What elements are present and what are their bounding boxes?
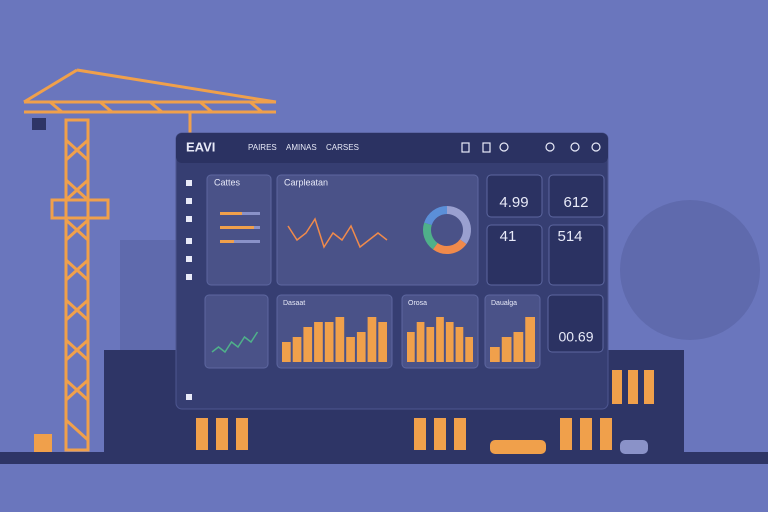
bar: [292, 337, 302, 362]
card-title: Cattes: [214, 177, 241, 187]
metric-value: 4.99: [499, 194, 528, 211]
donut-segment: [446, 206, 471, 245]
nav-item[interactable]: PAIRES: [248, 143, 277, 152]
bar: [324, 322, 334, 362]
crane: [23, 68, 277, 452]
bar: [501, 337, 512, 362]
metric-value: 00.69: [558, 329, 593, 345]
bar: [356, 332, 366, 362]
bar: [455, 327, 464, 362]
sidebar-icons[interactable]: [186, 180, 192, 400]
trend-line: [287, 217, 388, 249]
car: [490, 440, 546, 454]
bar: [525, 317, 535, 362]
bar: [335, 317, 345, 362]
metric-value: 612: [563, 194, 588, 211]
bar: [436, 317, 444, 362]
panel-title: Orosa: [408, 300, 427, 307]
top-bar: [176, 133, 608, 163]
donut-segment: [424, 206, 448, 226]
bar: [513, 332, 524, 362]
bar: [465, 337, 473, 362]
metric-value: 41: [500, 228, 517, 245]
bg-cloud: [620, 200, 760, 340]
bar: [282, 342, 291, 362]
car: [620, 440, 648, 454]
bar: [378, 322, 387, 362]
bar: [490, 347, 500, 362]
bar: [407, 332, 415, 362]
bar: [445, 322, 454, 362]
toolbar-icons[interactable]: [461, 142, 601, 153]
counterweight: [32, 118, 46, 130]
donut-segment: [423, 222, 438, 250]
bar: [314, 322, 323, 362]
panel-title: Dasaat: [283, 300, 305, 307]
metric-value: 514: [557, 228, 582, 245]
logo: EAVI: [186, 139, 215, 154]
nav-item[interactable]: AMINAS: [286, 143, 317, 152]
bar: [303, 327, 313, 362]
trend-line: [211, 331, 259, 354]
bucket: [34, 434, 52, 452]
bar: [426, 327, 435, 362]
donut-segment: [432, 239, 467, 254]
bar: [346, 337, 355, 362]
bar: [367, 317, 377, 362]
nav-item[interactable]: CARSES: [326, 143, 359, 152]
sliders[interactable]: [220, 212, 260, 243]
panel-title: Daualga: [491, 300, 517, 307]
bar: [416, 322, 425, 362]
ground: [0, 452, 768, 464]
card-title: Carpleatan: [284, 177, 328, 187]
